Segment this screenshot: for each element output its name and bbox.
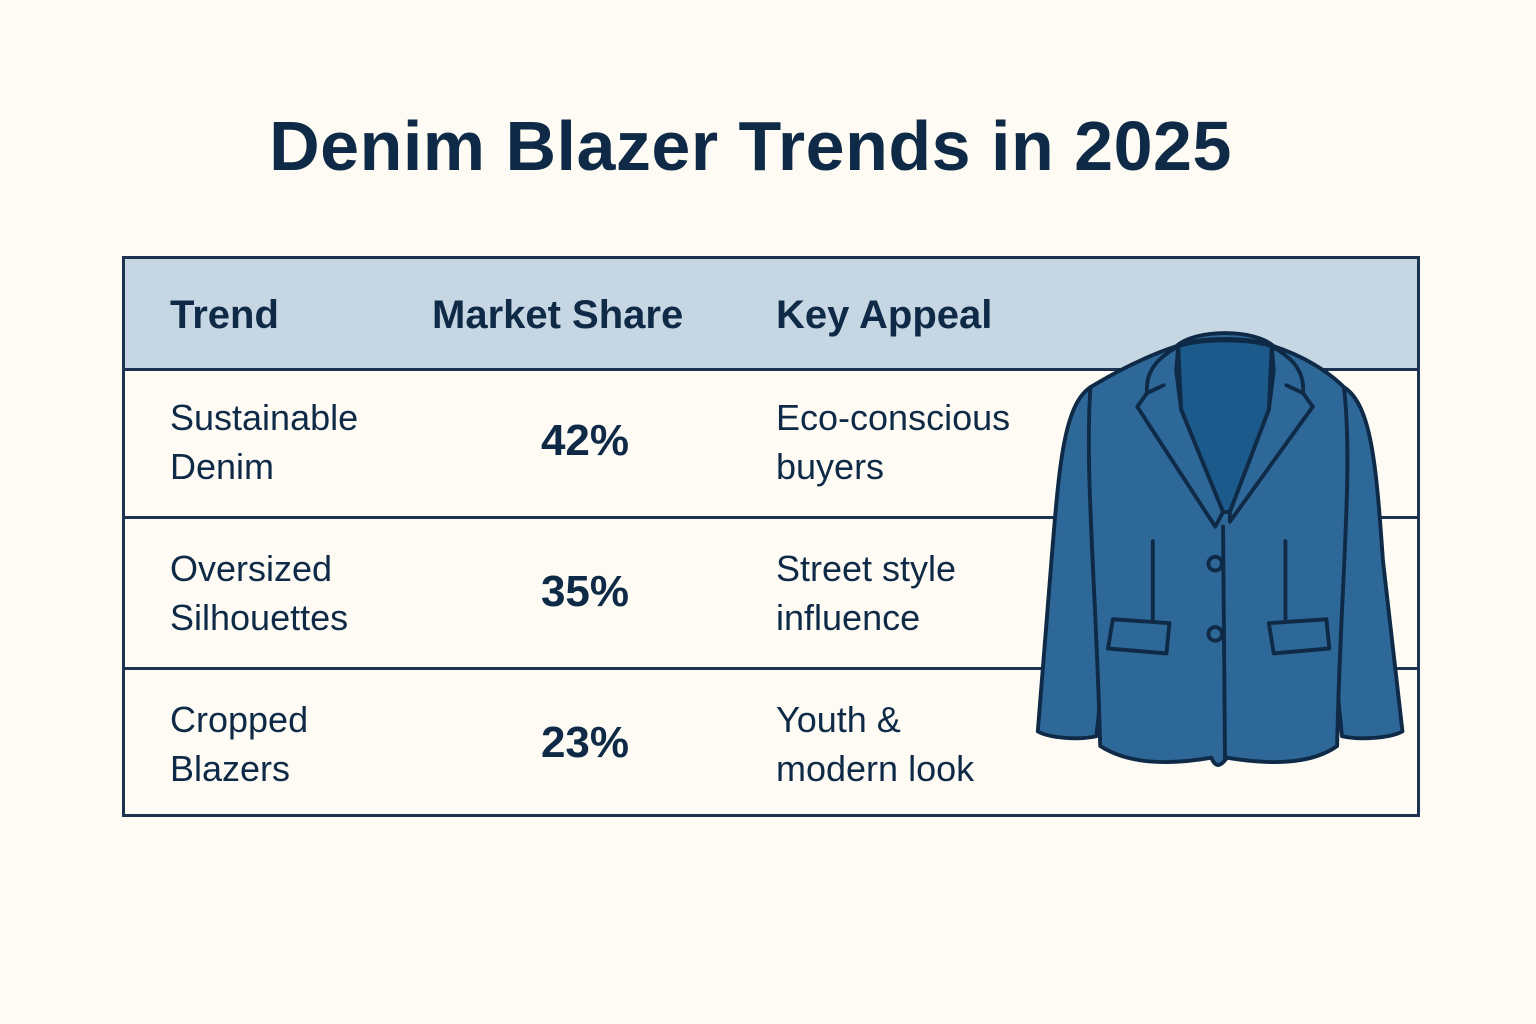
denim-blazer-icon [1035, 331, 1405, 767]
table-header: Trend Market Share Key Appeal [125, 259, 1417, 371]
market-share-value: 42% [540, 416, 630, 465]
trend-cell: Cropped Blazers [170, 695, 308, 793]
appeal-text: modern look [776, 748, 975, 789]
trend-text: Sustainable [170, 397, 359, 438]
table-row: Sustainable Denim 42% Eco-conscious buye… [125, 368, 1417, 519]
table-row: Oversized Silhouettes 35% Street style i… [125, 519, 1417, 670]
header-trend: Trend [170, 293, 279, 337]
appeal-text: Youth & [776, 699, 901, 740]
page-title: Denim Blazer Trends in 2025 [269, 107, 1232, 185]
market-share-value: 23% [540, 718, 630, 767]
market-share-value: 35% [540, 567, 630, 616]
trend-text: Denim [170, 446, 275, 487]
trend-cell: Sustainable Denim [170, 393, 358, 491]
trend-text: Cropped [170, 699, 309, 740]
appeal-cell: Youth & modern look [776, 695, 974, 793]
header-market-share: Market Share [432, 293, 684, 337]
appeal-text: buyers [776, 446, 885, 487]
appeal-text: influence [776, 597, 921, 638]
table-row: Cropped Blazers 23% Youth & modern look [125, 670, 1417, 821]
trend-text: Oversized [170, 548, 333, 589]
trend-text: Silhouettes [170, 597, 349, 638]
trend-cell: Oversized Silhouettes [170, 544, 348, 642]
trend-text: Blazers [170, 748, 291, 789]
appeal-cell: Eco-conscious buyers [776, 393, 1010, 491]
appeal-text: Eco-conscious [776, 397, 1011, 438]
appeal-text: Street style [776, 548, 957, 589]
header-key-appeal: Key Appeal [776, 293, 993, 337]
appeal-cell: Street style influence [776, 544, 956, 642]
